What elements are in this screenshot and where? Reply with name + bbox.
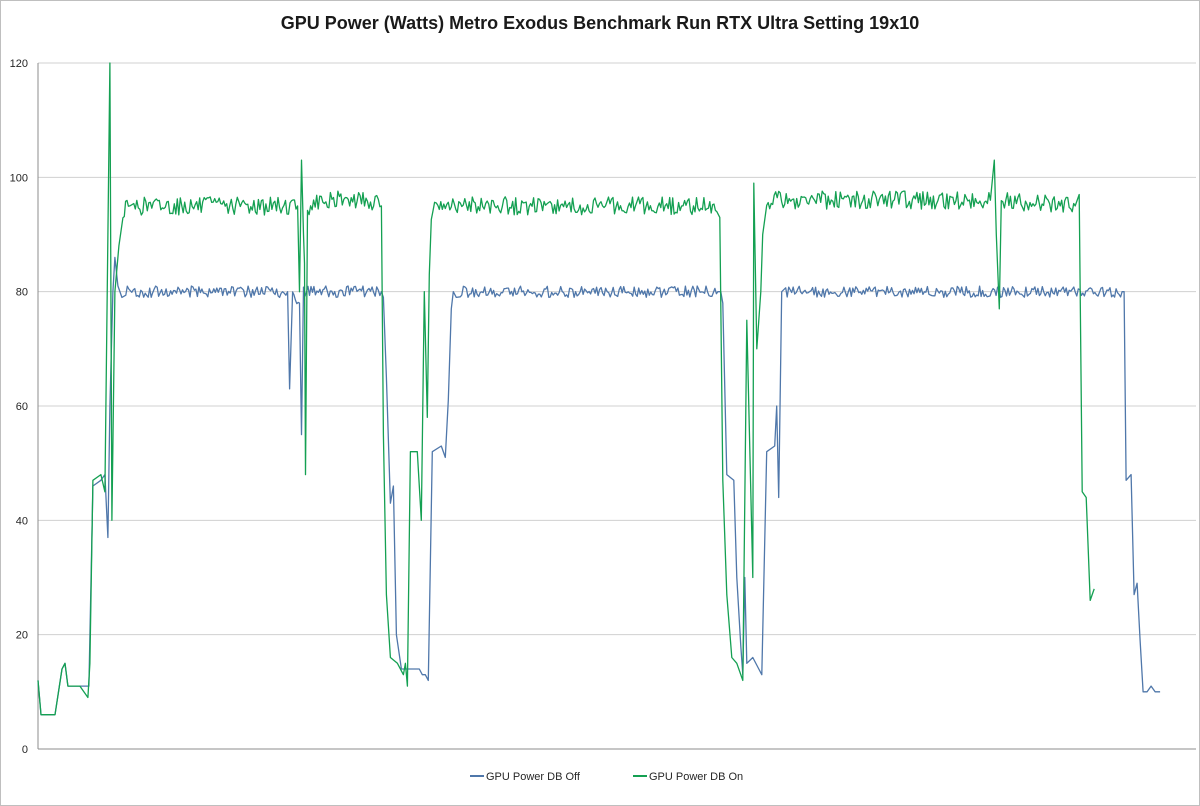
legend-label: GPU Power DB Off xyxy=(486,771,581,783)
legend-entry-db-off: GPU Power DB Off xyxy=(470,771,581,783)
series-line-db-on xyxy=(37,62,1095,716)
y-tick-label: 120 xyxy=(10,58,28,70)
y-tick-label: 100 xyxy=(10,172,28,184)
legend: GPU Power DB Off GPU Power DB On xyxy=(470,771,743,783)
y-tick-label: 20 xyxy=(16,630,28,642)
y-axis: 0 20 40 60 80 100 120 xyxy=(10,58,39,756)
series-line-db-off xyxy=(37,256,1161,716)
series-layer xyxy=(37,62,1161,716)
y-tick-label: 60 xyxy=(16,401,28,413)
legend-label: GPU Power DB On xyxy=(649,771,743,783)
legend-entry-db-on: GPU Power DB On xyxy=(633,771,743,783)
y-tick-label: 80 xyxy=(16,287,28,299)
chart-title: GPU Power (Watts) Metro Exodus Benchmark… xyxy=(280,13,920,33)
gridlines xyxy=(38,62,1196,750)
y-tick-label: 40 xyxy=(16,515,28,527)
y-tick-label: 0 xyxy=(22,744,28,756)
